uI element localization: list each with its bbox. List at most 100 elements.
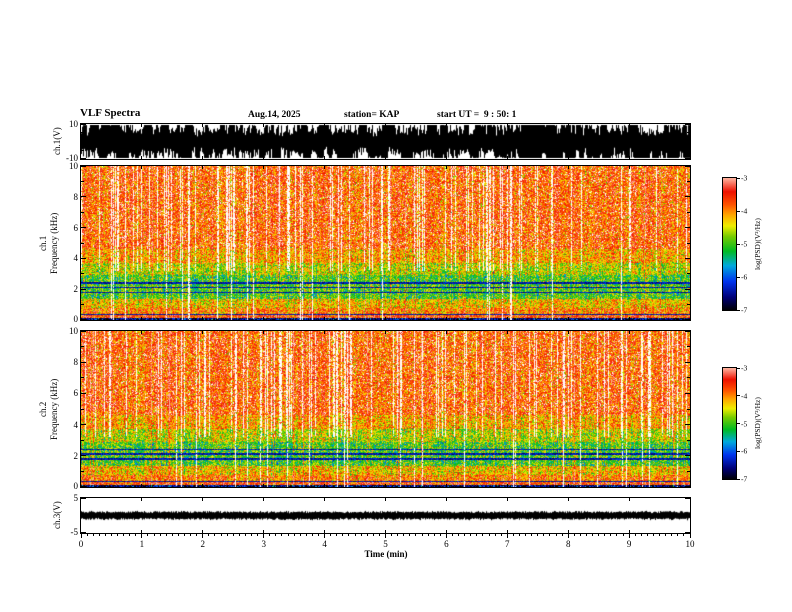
axis-tick-label: 5 xyxy=(73,493,79,503)
axis-tick xyxy=(567,498,569,501)
axis-tick xyxy=(324,331,326,334)
axis-tick xyxy=(685,318,690,320)
axis-tick xyxy=(445,166,447,169)
axis-tick xyxy=(445,484,447,487)
xaxis-minor-tick xyxy=(409,534,411,536)
axis-tick xyxy=(263,317,265,320)
axis-minor-tick xyxy=(81,149,84,151)
axis-tick-label: 8 xyxy=(73,357,79,368)
xaxis-tick-label: 2 xyxy=(200,539,206,549)
axis-tick xyxy=(81,123,86,125)
xaxis-minor-tick xyxy=(610,534,612,536)
xaxis-minor-tick xyxy=(543,534,545,536)
xaxis-tick-label: 4 xyxy=(322,539,327,549)
xaxis-minor-tick xyxy=(433,534,435,536)
axis-minor-tick xyxy=(81,180,84,182)
xaxis-minor-tick xyxy=(555,534,557,536)
xaxis-minor-tick xyxy=(360,534,362,536)
axis-tick xyxy=(506,166,508,169)
colorbar-tick xyxy=(737,423,740,424)
xaxis-minor-tick xyxy=(397,534,399,536)
ch1-spec-ylabel-line1: ch.1 xyxy=(38,235,48,251)
xaxis-minor-tick xyxy=(470,534,472,536)
xaxis-minor-tick xyxy=(671,534,673,536)
axis-tick xyxy=(141,331,143,334)
xaxis-minor-tick xyxy=(220,534,222,536)
axis-tick xyxy=(202,317,204,320)
colorbar-tick xyxy=(737,478,740,480)
xaxis-minor-tick xyxy=(378,534,380,536)
colorbar-tick xyxy=(737,177,740,179)
xaxis-tick-label: 0 xyxy=(78,539,84,549)
xaxis-minor-tick xyxy=(98,534,100,536)
axis-minor-tick xyxy=(687,211,690,213)
axis-minor-tick xyxy=(81,515,84,516)
axis-tick xyxy=(202,331,204,334)
colorbar-tick-label: -6 xyxy=(741,272,748,282)
xaxis-minor-tick xyxy=(165,534,167,536)
axis-minor-tick xyxy=(687,439,690,441)
ch1-spec-ylabel-line2: Frequency (kHz) xyxy=(49,212,59,274)
xaxis-minor-tick xyxy=(458,534,460,536)
colorbar-tick-label: -5 xyxy=(741,419,748,428)
xaxis-minor-tick xyxy=(354,534,356,536)
axis-tick xyxy=(685,361,690,363)
axis-tick xyxy=(445,317,447,320)
ch3-waveform-canvas xyxy=(81,498,690,533)
axis-minor-tick xyxy=(81,377,84,379)
axis-tick xyxy=(506,331,508,334)
colorbar-tick-label: -7 xyxy=(741,305,748,315)
axis-tick xyxy=(385,166,386,169)
xaxis-major-tick xyxy=(445,534,447,538)
axis-tick-label: -10 xyxy=(66,153,78,163)
xaxis-major-tick xyxy=(628,534,630,538)
colorbar-tick xyxy=(737,210,740,212)
axis-minor-tick xyxy=(81,408,84,410)
xaxis-minor-tick xyxy=(622,534,624,536)
xaxis-minor-tick xyxy=(592,534,594,536)
axis-minor-tick xyxy=(81,346,84,348)
xaxis-minor-tick xyxy=(336,534,338,536)
xaxis-minor-tick xyxy=(92,534,94,536)
axis-tick xyxy=(385,331,386,334)
axis-minor-tick xyxy=(687,346,690,348)
xaxis-minor-tick xyxy=(269,534,271,536)
xaxis-tick-label: 1 xyxy=(139,539,145,549)
axis-tick xyxy=(506,156,508,159)
axis-tick xyxy=(81,165,86,167)
axis-tick xyxy=(685,123,690,125)
xaxis-major-tick xyxy=(141,534,143,538)
xaxis-minor-tick xyxy=(488,534,490,536)
colorbar-ch1 xyxy=(722,177,737,311)
axis-tick-label: 2 xyxy=(73,284,79,295)
xaxis-minor-tick xyxy=(616,534,618,536)
xaxis-minor-tick xyxy=(372,534,374,536)
axis-tick xyxy=(81,227,86,229)
axis-tick xyxy=(202,166,204,169)
axis-tick xyxy=(202,124,204,127)
colorbar-tick xyxy=(737,243,740,245)
axis-tick xyxy=(81,196,86,198)
axis-tick xyxy=(385,156,386,159)
colorbar-tick-label: -7 xyxy=(741,474,748,484)
xaxis-major-tick xyxy=(80,534,82,538)
xaxis-minor-tick xyxy=(579,534,581,536)
xaxis-minor-tick xyxy=(251,534,253,536)
axis-tick xyxy=(628,317,630,320)
axis-minor-tick xyxy=(81,273,84,275)
ch1-spec-ylabel: ch.1 Frequency (kHz) xyxy=(38,165,60,321)
axis-tick xyxy=(263,124,265,127)
colorbar-ch1-label: log(PSD)(V²/Hz) xyxy=(753,218,762,270)
axis-tick xyxy=(385,124,386,127)
xaxis-minor-tick xyxy=(117,534,119,536)
xaxis-minor-tick xyxy=(348,534,350,536)
xaxis-minor-tick xyxy=(537,534,539,536)
axis-tick xyxy=(324,484,326,487)
ch1-wave-ylabel: ch.1(V) xyxy=(52,127,62,156)
axis-tick xyxy=(685,531,690,533)
xaxis-minor-tick xyxy=(604,534,606,536)
xaxis-minor-tick xyxy=(147,534,149,536)
axis-tick xyxy=(385,484,386,487)
axis-tick xyxy=(81,257,86,259)
